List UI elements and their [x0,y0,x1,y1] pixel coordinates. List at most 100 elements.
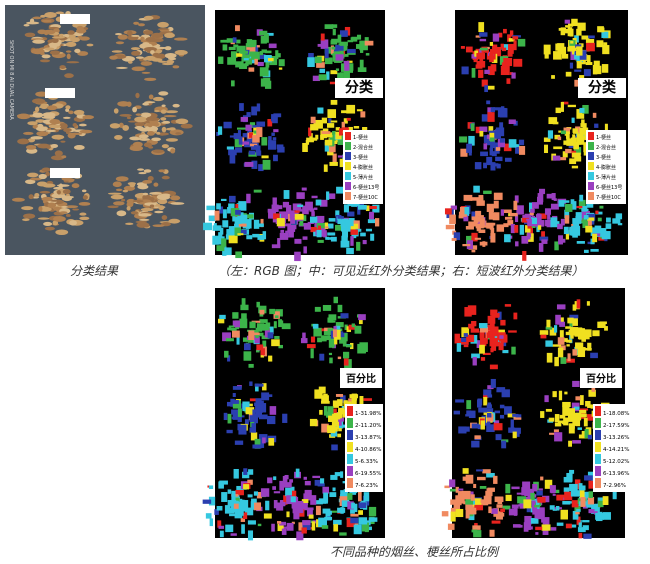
pixel-blob [302,332,306,341]
pixel-blob [216,505,223,511]
pixel-blob [345,344,352,348]
pixel-blob [552,493,556,496]
pixel-blob [357,491,362,502]
pixel-blob [331,38,339,43]
pixel-blob [356,241,361,251]
tobacco [67,30,75,35]
pixel-blob [574,79,581,87]
tobacco [41,19,52,23]
pixel-blob [272,486,277,490]
pixel-blob [584,218,592,226]
pixel-blob [473,483,477,489]
pixel-blob [246,112,251,118]
tobacco [159,133,165,136]
pixel-blob [582,520,590,523]
pixel-blob [543,44,551,55]
pixel-blob [241,214,248,224]
pixel-blob [488,209,494,220]
pixel-blob [290,496,296,503]
pixel-blob [323,393,328,396]
pixel-blob [242,337,249,342]
pixel-blob [339,72,344,79]
pixel-blob [307,507,313,517]
pixel-blob [574,52,582,60]
pixel-blob [302,520,311,526]
pixel-blob [585,225,593,233]
pixel-blob [240,518,246,522]
pixel-blob [555,107,561,114]
pixel-blob [493,423,503,431]
pixel-blob [462,243,471,247]
pixel-blob [240,116,248,122]
pixel-blob [522,215,532,220]
legend-label: 4-10.86% [355,447,381,453]
pixel-blob [314,479,322,486]
pixel-blob [523,522,529,532]
pixel-blob [541,239,548,244]
pixel-blob [369,205,377,209]
pixel-blob [257,54,266,60]
pixel-blob [541,231,546,242]
pixel-blob [492,205,496,208]
tobacco [44,47,55,51]
pixel-blob [237,45,246,52]
pixel-blob [315,505,321,516]
pixel-blob [562,401,571,408]
pixel-blob [591,503,600,514]
pixel-blob [219,314,226,320]
pixel-blob [340,313,349,319]
pixel-blob [471,353,480,359]
pixel-blob [231,490,236,501]
pixel-blob [328,339,335,348]
legend-label: 3-梗丝 [596,154,611,161]
tobacco [134,121,146,127]
pixel-blob [341,121,345,132]
pixel-blob [249,132,258,137]
pixel-blob [513,427,521,434]
pixel-blob [565,71,572,77]
pixel-blob [548,117,558,125]
pixel-blob [578,199,586,210]
pixel-blob [297,204,304,207]
title-box [580,368,622,388]
pixel-blob [557,337,565,345]
tobacco [44,12,57,18]
pixel-blob [323,492,329,503]
pixel-blob [232,497,240,502]
pixel-blob [508,427,515,433]
pixel-blob [559,321,566,327]
pixel-blob [551,75,555,79]
pixel-blob [477,476,486,481]
tobacco [122,124,130,131]
panel-title: 分类 [345,79,374,96]
pixel-blob [337,135,346,146]
pixel-blob [583,215,589,220]
tobacco [115,41,125,45]
pixel-blob [487,112,495,122]
pixel-blob [350,223,359,234]
pixel-blob [564,209,570,219]
pixel-blob [303,223,311,230]
tobacco [24,32,36,38]
pixel-blob [364,40,374,46]
pixel-blob [330,236,337,242]
tobacco [126,206,131,211]
pixel-blob [570,137,577,144]
pixel-blob [312,75,320,82]
pixel-blob [486,413,494,422]
pixel-blob [251,320,261,323]
pixel-blob [497,47,502,57]
pixel-blob [546,193,555,199]
pixel-blob [518,504,525,507]
pixel-blob [564,215,570,224]
pixel-blob [550,527,557,531]
caption: 不同品种的烟丝、梗丝所占比例 [330,545,499,559]
tobacco [112,181,122,188]
pixel-blob [320,33,325,41]
pixel-blob [302,142,308,152]
pixel-blob [563,226,569,235]
pixel-blob [365,205,370,212]
pixel-blob [606,217,611,223]
tobacco [49,119,61,125]
pixel-blob [557,136,562,141]
